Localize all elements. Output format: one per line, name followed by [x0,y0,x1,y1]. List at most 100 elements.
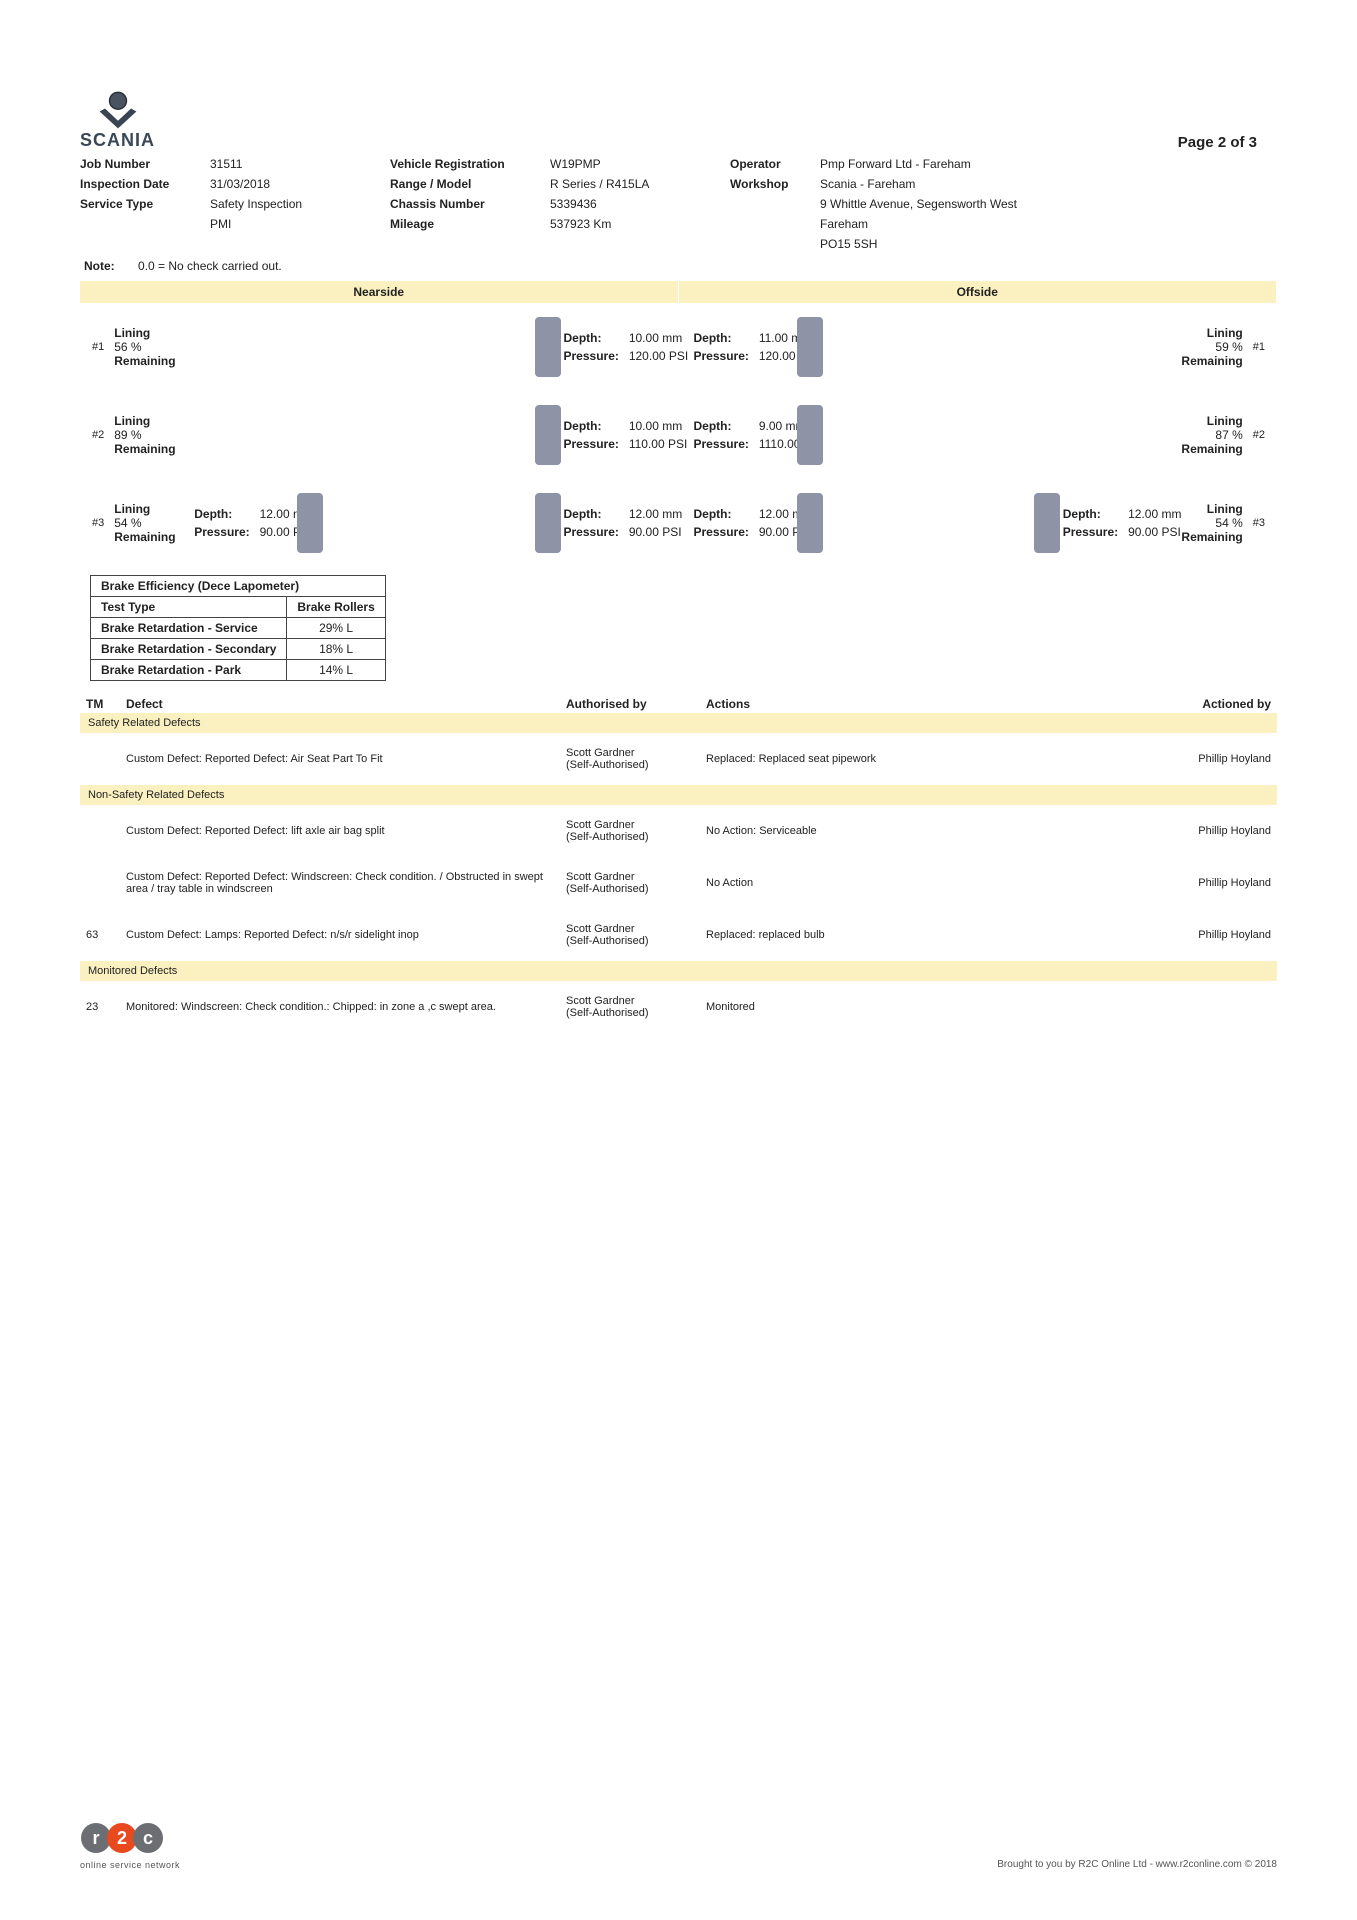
svg-text:r: r [92,1828,99,1848]
page-number: Page 2 of 3 [1178,134,1277,151]
depth-pressure-block: Depth: 12.00 mm Pressure: 90.00 PSI [564,503,664,543]
axle-num-near: #3 [92,517,104,529]
axle-num-off: #1 [1253,341,1265,353]
axle-num-near: #2 [92,429,104,441]
value-inspection-date: 31/03/2018 [210,177,390,191]
defect-category-band: Safety Related Defects [80,713,1277,733]
value-vehicle-registration: W19PMP [550,157,730,171]
page-footer: r 2 c online service network Brought to … [80,1822,1277,1870]
depth-pressure-block: Depth: 12.00 mm Pressure: 90.00 PSI [1063,503,1163,543]
eff-row: Brake Retardation - Park14% L [91,660,386,681]
label-inspection-date: Inspection Date [80,177,210,191]
tyre-icon [1034,493,1060,553]
depth-pressure-block: Depth: 11.00 mm Pressure: 120.00 PSI [694,327,794,367]
lining-off: Lining59 %Remaining [1163,326,1243,368]
defect-text: Custom Defect: Reported Defect: Windscre… [126,871,566,895]
label-mileage: Mileage [390,217,550,231]
defect-text: Custom Defect: Reported Defect: lift axl… [126,825,566,837]
eff-head-left: Test Type [91,597,287,618]
header-info: Job Number Inspection Date Service Type … [80,157,1277,251]
label-range-model: Range / Model [390,177,550,191]
defect-aby: Phillip Hoyland [1151,753,1271,765]
defect-aby: Phillip Hoyland [1151,929,1271,941]
defect-row: Custom Defect: Reported Defect: Windscre… [80,857,1277,909]
defect-aby: Phillip Hoyland [1151,825,1271,837]
depth-pressure-block: Depth: 12.00 mm Pressure: 90.00 PSI [194,503,294,543]
eff-row: Brake Retardation - Secondary18% L [91,639,386,660]
tyre-icon [797,405,823,465]
axle-num-off: #2 [1253,429,1265,441]
label-workshop: Workshop [730,177,820,191]
value-service-type-2: PMI [210,217,390,231]
depth-pressure-block: Depth: 9.00 mm Pressure: 1110.00 PSI [694,415,794,455]
eff-title: Brake Efficiency (Dece Lapometer) [91,576,386,597]
head-defect: Defect [126,697,566,711]
label-service-type: Service Type [80,197,210,211]
offside-heading: Offside [679,281,1278,303]
defect-auth: Scott Gardner(Self-Authorised) [566,871,706,895]
defect-text: Custom Defect: Reported Defect: Air Seat… [126,753,566,765]
value-service-type-1: Safety Inspection [210,197,390,211]
value-job-number: 31511 [210,157,390,171]
defect-category-band: Monitored Defects [80,961,1277,981]
value-operator: Pmp Forward Ltd - Fareham [820,157,1277,171]
defect-action: Replaced: replaced bulb [706,929,1151,941]
value-workshop-2: 9 Whittle Avenue, Segensworth West [820,197,1277,211]
value-chassis-number: 5339436 [550,197,730,211]
defect-row: Custom Defect: Reported Defect: Air Seat… [80,733,1277,785]
r2c-subtext: online service network [80,1860,180,1870]
brake-axle-row: #1 Lining56 %Remaining Depth: 10.00 mm P… [80,303,1277,391]
lining-near: Lining54 %Remaining [114,502,194,544]
footer-copyright: Brought to you by R2C Online Ltd - www.r… [997,1859,1277,1870]
r2c-logo: r 2 c online service network [80,1822,180,1870]
value-workshop-1: Scania - Fareham [820,177,1277,191]
head-auth: Authorised by [566,697,706,711]
label-chassis-number: Chassis Number [390,197,550,211]
axle-num-off: #3 [1253,517,1265,529]
defect-action: No Action: Serviceable [706,825,1151,837]
defect-auth: Scott Gardner(Self-Authorised) [566,995,706,1019]
depth-pressure-block: Depth: 12.00 mm Pressure: 90.00 PSI [694,503,794,543]
defect-action: No Action [706,877,1151,889]
tyre-icon [535,317,561,377]
lining-off: Lining54 %Remaining [1163,502,1243,544]
r2c-logo-icon: r 2 c [80,1822,180,1860]
defect-row: 23 Monitored: Windscreen: Check conditio… [80,981,1277,1033]
defect-header: TM Defect Authorised by Actions Actioned… [80,695,1277,713]
defect-aby: Phillip Hoyland [1151,877,1271,889]
defect-auth: Scott Gardner(Self-Authorised) [566,747,706,771]
depth-pressure-block: Depth: 10.00 mm Pressure: 110.00 PSI [564,415,664,455]
svg-text:2: 2 [117,1828,127,1848]
label-job-number: Job Number [80,157,210,171]
brake-axle-row: #3 Lining54 %Remaining Depth: 12.00 mm P… [80,479,1277,567]
defect-tm: 23 [86,1001,126,1013]
defect-auth: Scott Gardner(Self-Authorised) [566,923,706,947]
tyre-icon [535,405,561,465]
defect-auth: Scott Gardner(Self-Authorised) [566,819,706,843]
defect-category-band: Non-Safety Related Defects [80,785,1277,805]
note-label: Note: [84,259,115,273]
defect-row: 63 Custom Defect: Lamps: Reported Defect… [80,909,1277,961]
depth-pressure-block: Depth: 10.00 mm Pressure: 120.00 PSI [564,327,664,367]
defect-row: Custom Defect: Reported Defect: lift axl… [80,805,1277,857]
lining-near: Lining89 %Remaining [114,414,194,456]
head-actions: Actions [706,697,1151,711]
tyre-icon [797,493,823,553]
tyre-icon [535,493,561,553]
defect-tm: 63 [86,929,126,941]
griffin-emblem-icon [95,90,141,130]
head-tm: TM [86,697,126,711]
value-mileage: 537923 Km [550,217,730,231]
brand-name: SCANIA [80,130,155,151]
value-workshop-3: Fareham [820,217,1277,231]
value-workshop-4: PO15 5SH [820,237,1277,251]
nearside-heading: Nearside [80,281,679,303]
brake-efficiency-table: Brake Efficiency (Dece Lapometer) Test T… [90,575,386,681]
tyre-icon [297,493,323,553]
axle-num-near: #1 [92,341,104,353]
label-vehicle-registration: Vehicle Registration [390,157,550,171]
defect-action: Monitored [706,1001,1151,1013]
head-aby: Actioned by [1151,697,1271,711]
lining-off: Lining87 %Remaining [1163,414,1243,456]
tyre-icon [797,317,823,377]
